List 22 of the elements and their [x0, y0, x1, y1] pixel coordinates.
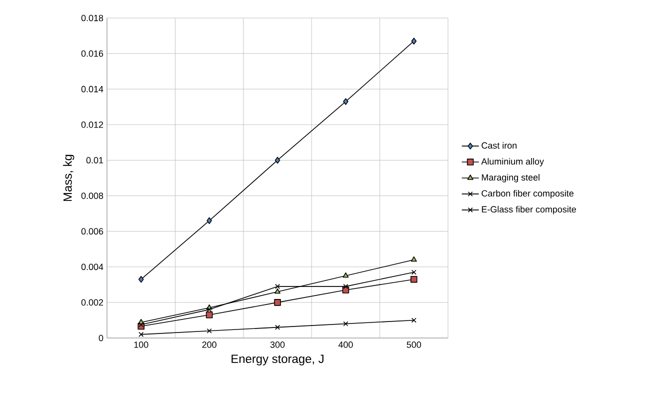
- y-tick-label: 0.018: [81, 14, 104, 22]
- y-tick-label: 0.004: [81, 264, 104, 270]
- y-tick-label: 0.014: [81, 86, 104, 92]
- y-tick-label: 0.012: [81, 121, 104, 128]
- x-axis-title: Energy storage, J: [232, 354, 324, 366]
- y-tick-label: 0: [98, 334, 104, 342]
- y-tick-label: 0.002: [81, 299, 104, 306]
- y-axis-title: Mass, kg: [63, 154, 74, 201]
- x-tick-label: 200: [202, 342, 216, 348]
- legend-label: Cast iron: [482, 142, 517, 149]
- x-tick-label: 300: [270, 342, 285, 348]
- y-tick-label: 0.016: [81, 50, 104, 57]
- legend-label: E-Glass fiber composite: [482, 206, 576, 214]
- y-tick-label: 0.01: [86, 157, 104, 164]
- y-tick-label: 0.008: [81, 192, 104, 199]
- x-tick-label: 500: [406, 342, 422, 348]
- x-tick-label: 400: [338, 342, 353, 348]
- x-tick-label: 100: [134, 342, 148, 348]
- legend-label: Aluminium alloy: [481, 158, 544, 166]
- legend-label: Carbon fiber composite: [482, 190, 574, 198]
- legend-label: Maraging steel: [482, 174, 540, 182]
- y-tick-label: 0.006: [81, 228, 104, 235]
